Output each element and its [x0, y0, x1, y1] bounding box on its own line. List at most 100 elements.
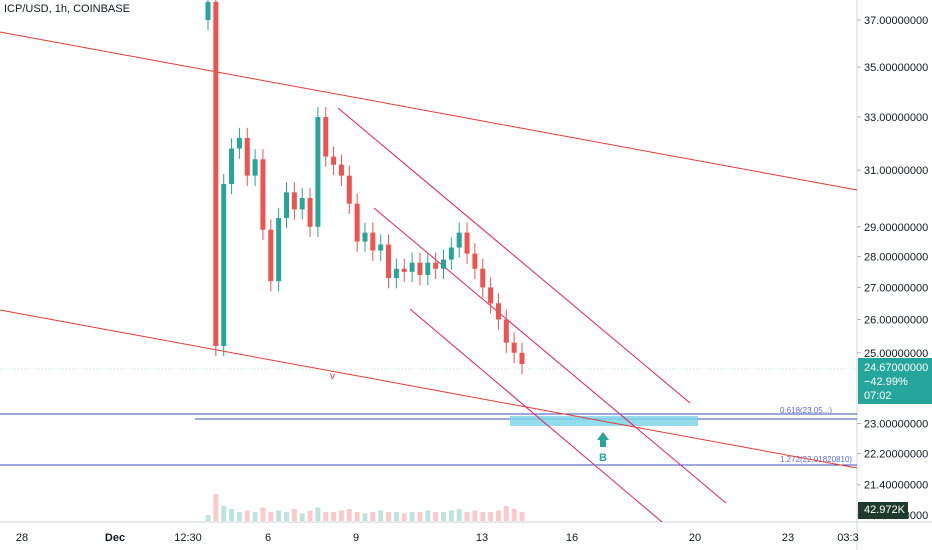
- y-tick-label: 35.00000000: [864, 62, 928, 74]
- candle-body: [291, 192, 297, 210]
- candle-body: [276, 218, 282, 282]
- y-tick-label: 37.00000000: [864, 15, 928, 27]
- y-tick-label: 23.00000000: [864, 419, 928, 431]
- volume-bar: [409, 512, 415, 521]
- volume-bar: [323, 512, 329, 521]
- candle-body: [511, 342, 517, 353]
- volume-bar: [213, 494, 219, 521]
- volume-bar: [260, 507, 266, 521]
- fib-label-lower: 1.272(22.01820810): [780, 455, 852, 464]
- volume-bar: [503, 506, 509, 521]
- volume-bar: [386, 512, 392, 521]
- y-tick-label: 29.00000000: [864, 222, 928, 234]
- price-axis[interactable]: 37.00000000 35.00000000 33.00000000 31.0000…: [857, 15, 928, 522]
- upper-trendline[interactable]: [0, 31, 858, 191]
- x-tick-label: 23: [782, 532, 794, 544]
- candle-body: [488, 287, 494, 304]
- volume-bar: [464, 512, 470, 521]
- candle-body: [386, 244, 392, 279]
- lower-trendline[interactable]: [0, 309, 858, 469]
- candle-body: [323, 117, 329, 157]
- candle-body: [244, 137, 250, 176]
- y-tick-label: 25.00000000: [864, 348, 928, 360]
- candle-body: [331, 156, 337, 165]
- candle-body: [378, 244, 384, 251]
- candle-body: [229, 148, 235, 184]
- volume-bar: [495, 510, 501, 521]
- volume-bar: [519, 512, 525, 521]
- candle-body: [425, 262, 431, 275]
- candle-body: [213, 1, 219, 346]
- candle-body: [480, 268, 486, 288]
- candle-body: [393, 268, 399, 279]
- volume-bar: [346, 509, 352, 521]
- volume-bar: [472, 510, 478, 521]
- volume-bar: [331, 512, 337, 521]
- candle-body: [448, 247, 454, 260]
- bar-countdown: 07:02: [864, 390, 892, 402]
- y-tick-label: 22.20000000: [864, 449, 928, 461]
- volume-bar: [315, 507, 321, 521]
- symbol-title: ICP/USD, 1h, COINBASE: [4, 3, 130, 15]
- volume-bar: [291, 509, 297, 521]
- candle-body: [284, 192, 289, 219]
- volume-bar: [236, 512, 242, 521]
- last-price-tag: 24.67000000 −42.99% 07:02: [858, 358, 932, 404]
- volume-bar: [480, 512, 486, 521]
- channel-lower-line[interactable]: [409, 308, 663, 523]
- volume-bar: [205, 515, 211, 521]
- volume-bar: [221, 506, 227, 521]
- volume-series: [205, 494, 525, 521]
- volume-bar: [276, 510, 282, 521]
- candle-body: [401, 268, 407, 272]
- volume-bar: [393, 512, 399, 521]
- candle-body: [221, 183, 227, 346]
- last-price-value: 24.67000000: [864, 362, 929, 374]
- volume-bar: [284, 512, 289, 521]
- candle-body: [260, 159, 266, 230]
- y-tick-label: 26.00000000: [864, 314, 928, 326]
- volume-bar: [307, 510, 313, 521]
- volume-bar: [354, 512, 360, 521]
- candle-body: [472, 253, 478, 269]
- volume-bar: [456, 509, 462, 521]
- volume-bar: [299, 513, 305, 521]
- candle-body: [409, 262, 415, 272]
- volume-bar: [417, 512, 423, 521]
- volume-bar: [441, 512, 446, 521]
- candle-body: [252, 159, 258, 176]
- candle-body: [354, 203, 360, 242]
- volume-bar: [370, 512, 376, 521]
- channel-upper-line[interactable]: [337, 107, 691, 404]
- y-tick-label: 31.00000000: [864, 165, 928, 177]
- volume-bar: [448, 510, 454, 521]
- candle-body: [299, 198, 305, 210]
- volume-bar: [229, 509, 235, 521]
- x-tick-label: 16: [566, 532, 578, 544]
- x-tick-label: Dec: [105, 532, 125, 544]
- candle-body: [236, 137, 242, 149]
- volume-bar: [433, 512, 439, 521]
- y-tick-label: 28.00000000: [864, 252, 928, 264]
- candle-body: [433, 262, 439, 269]
- x-tick-label: 28: [16, 532, 28, 544]
- volume-bar: [268, 512, 274, 521]
- buy-label: B: [599, 452, 607, 464]
- channel-middle-line[interactable]: [373, 207, 727, 504]
- candle-body: [307, 198, 313, 227]
- candle-body: [519, 352, 525, 365]
- candle-body: [362, 232, 368, 242]
- candle-body: [464, 232, 470, 254]
- candle-body: [503, 319, 509, 343]
- volume-bar: [378, 510, 384, 521]
- candle-body: [338, 164, 344, 176]
- x-tick-label: 9: [353, 532, 359, 544]
- last-price-change: −42.99%: [864, 376, 908, 388]
- volume-bar: [244, 510, 250, 521]
- candle-body: [370, 232, 376, 251]
- time-axis[interactable]: 28 Dec 12:30 6 9 13 16 20 23 03:3: [16, 532, 859, 544]
- candle-body: [315, 117, 321, 227]
- volume-bar: [338, 510, 344, 521]
- x-tick-label: 03:3: [837, 532, 858, 544]
